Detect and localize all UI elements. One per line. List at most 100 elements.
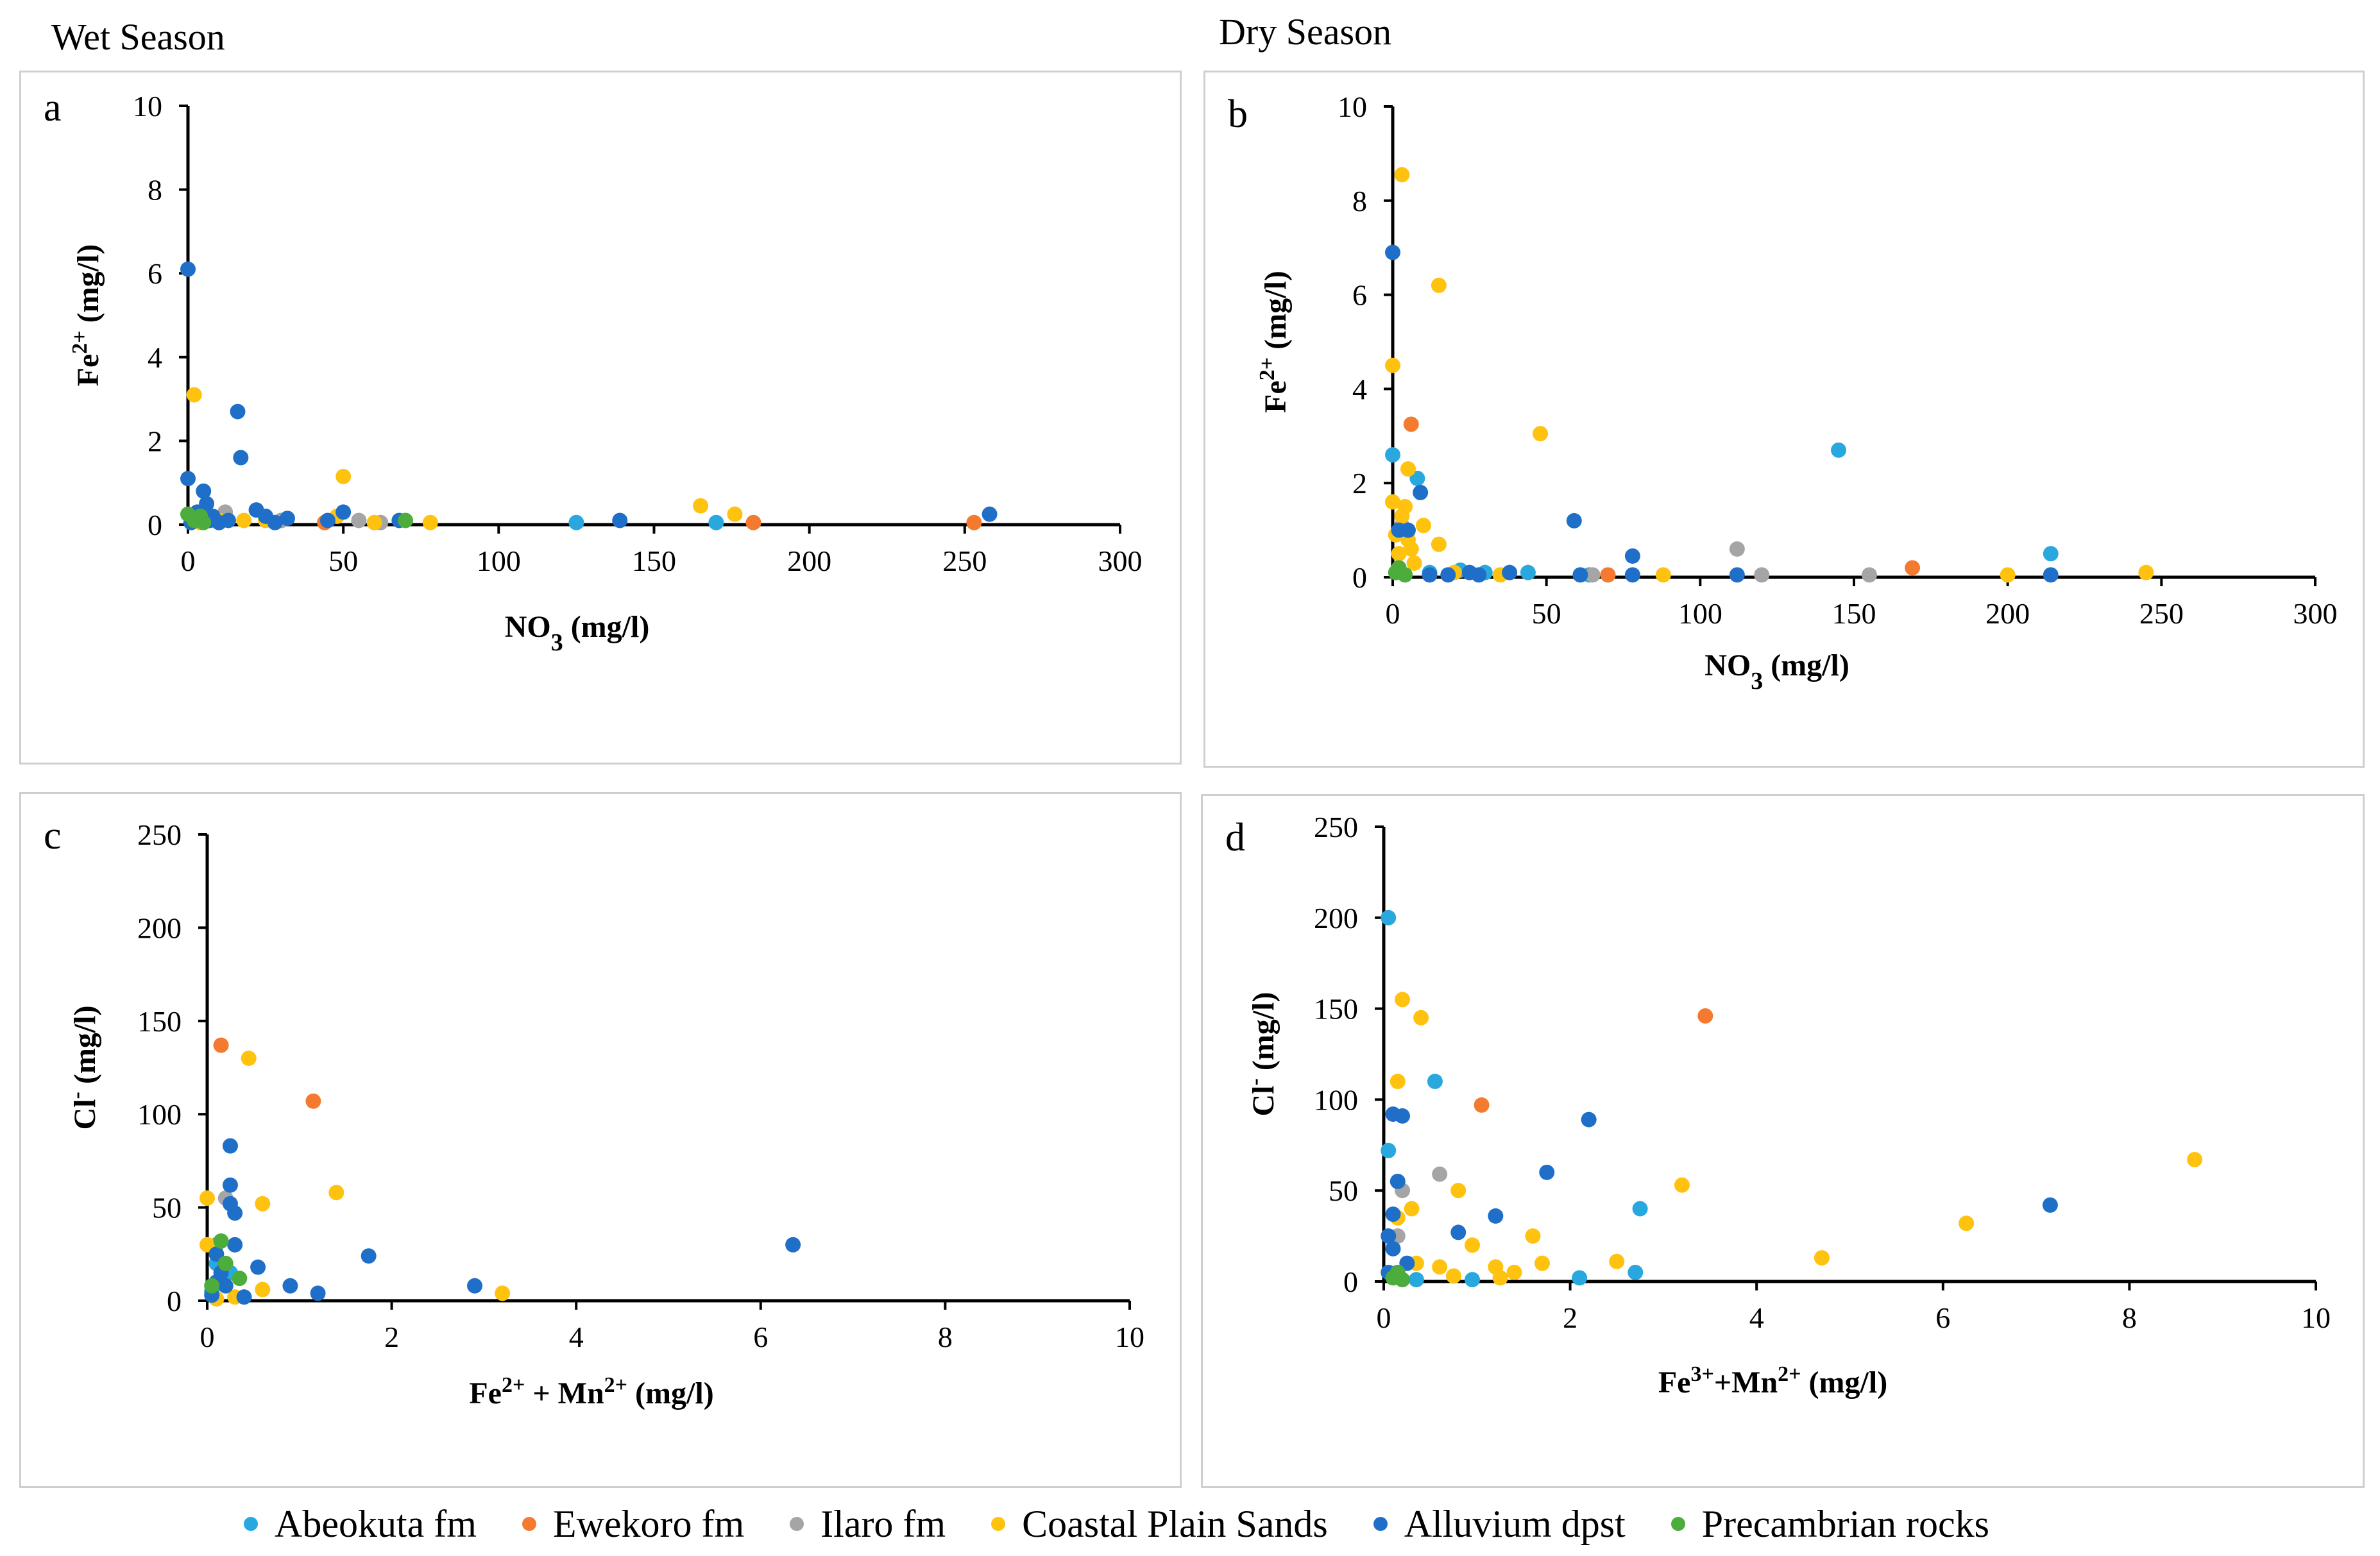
label-part: 3+ <box>1690 1362 1713 1386</box>
series-coastal <box>1390 992 2203 1286</box>
label-part: 2+ <box>502 1373 525 1397</box>
label-part: Fe <box>71 354 105 387</box>
panel-b: b 0 2 4 6 8 10 0 50 100 150 200 250 300 NO3 (mg/l) Fe2+… <box>1203 71 2365 768</box>
data-point-abeokuta <box>1572 1270 1588 1286</box>
data-point-coastal <box>1413 1010 1429 1026</box>
data-point-abeokuta <box>1381 909 1397 926</box>
data-point-coastal <box>1385 494 1400 510</box>
panel-d: d 0 50 100 150 200 250 0 2 4 6 8 10 Fe3++Mn2+ (mg/l) C… <box>1201 794 2365 1488</box>
data-point-precambrian <box>192 508 208 524</box>
data-point-precambrian <box>232 1271 248 1287</box>
data-point-abeokuta <box>568 514 584 530</box>
y-tick-label: 0 <box>1352 561 1367 594</box>
data-point-alluvium <box>180 261 196 277</box>
x-tick-label: 150 <box>1832 597 1876 630</box>
data-point-abeokuta <box>1465 1272 1481 1288</box>
data-point-alluvium <box>310 1285 326 1301</box>
data-point-alluvium <box>1488 1208 1504 1224</box>
label-part: Fe <box>1259 380 1293 413</box>
data-point-abeokuta <box>1628 1264 1644 1280</box>
data-point-alluvium <box>1471 567 1487 583</box>
data-point-ilaro <box>1754 567 1770 583</box>
data-point-alluvium <box>222 1177 238 1193</box>
series-coastal <box>1385 167 2154 583</box>
data-point-precambrian <box>1397 567 1413 583</box>
label-part: (mg/l) <box>1246 992 1280 1079</box>
data-point-ilaro <box>1585 567 1601 583</box>
y-tick-label: 0 <box>167 1285 182 1317</box>
x-tick-label: 8 <box>938 1321 953 1353</box>
data-point-coastal <box>1432 1259 1448 1275</box>
x-tick-label: 10 <box>1115 1321 1144 1353</box>
series-alluvium <box>1385 244 2059 583</box>
label-part: +Mn <box>1714 1366 1778 1400</box>
data-point-ewekoro <box>1600 567 1616 583</box>
y-axis-title: Cl- (mg/l) <box>1243 992 1281 1117</box>
data-point-ilaro <box>351 512 367 529</box>
data-point-alluvium <box>279 511 295 527</box>
x-tick-label: 0 <box>200 1321 215 1353</box>
label-part: - <box>1243 1078 1267 1085</box>
data-point-alluvium <box>230 403 246 419</box>
x-tick-label: 50 <box>1532 597 1561 630</box>
data-point-coastal <box>495 1285 511 1301</box>
data-point-coastal <box>1385 357 1400 373</box>
label-part: 3 <box>1751 668 1763 695</box>
data-point-alluvium <box>785 1237 801 1253</box>
series-alluvium <box>1381 1106 2058 1280</box>
y-tick-label: 250 <box>1314 811 1358 843</box>
x-tick-label: 200 <box>787 545 831 577</box>
legend-item-coastal: Coastal Plain Sands <box>991 1502 1328 1546</box>
y-tick-label: 4 <box>148 341 162 374</box>
x-tick-label: 4 <box>569 1321 584 1353</box>
data-point-abeokuta <box>1381 1142 1397 1158</box>
data-point-abeokuta <box>1409 470 1425 486</box>
data-point-abeokuta <box>1831 442 1847 458</box>
series-alluvium <box>180 261 998 530</box>
series-coastal <box>186 387 743 530</box>
data-point-alluvium <box>180 471 196 487</box>
x-tick-label: 300 <box>2293 597 2338 630</box>
x-tick-label: 0 <box>1386 597 1400 630</box>
data-point-alluvium <box>1385 244 1400 260</box>
data-point-alluvium <box>1440 567 1456 583</box>
data-point-abeokuta <box>1520 564 1536 580</box>
data-point-abeokuta <box>1632 1201 1648 1217</box>
data-point-coastal <box>727 506 743 522</box>
data-point-coastal <box>1431 277 1447 293</box>
data-point-alluvium <box>1395 1108 1411 1124</box>
data-point-ilaro <box>1432 1166 1448 1182</box>
series-alluvium <box>204 1138 801 1305</box>
data-point-alluvium <box>1729 567 1745 583</box>
data-point-coastal <box>1391 546 1407 562</box>
data-point-alluvium <box>1390 1174 1406 1190</box>
data-point-precambrian <box>398 512 414 529</box>
data-point-coastal <box>1431 536 1447 552</box>
data-point-coastal <box>1959 1215 1975 1231</box>
y-tick-label: 150 <box>1314 993 1358 1026</box>
data-point-alluvium <box>222 1138 238 1154</box>
x-tick-label: 100 <box>1678 597 1722 630</box>
label-part: (mg/l) <box>1259 271 1293 357</box>
y-tick-label: 6 <box>148 257 162 290</box>
data-point-alluvium <box>227 1205 243 1221</box>
data-point-alluvium <box>282 1278 298 1294</box>
series-ewekoro <box>317 514 982 530</box>
data-point-alluvium <box>233 450 249 466</box>
data-point-alluvium <box>467 1278 483 1294</box>
data-point-alluvium <box>1450 1224 1466 1240</box>
data-point-coastal <box>2000 567 2016 583</box>
y-tick-label: 10 <box>133 90 162 123</box>
legend-marker-coastal <box>991 1517 1006 1532</box>
legend-marker-abeokuta <box>244 1517 258 1532</box>
data-point-abeokuta <box>1385 447 1400 463</box>
data-point-alluvium <box>236 1289 252 1305</box>
legend-label-coastal: Coastal Plain Sands <box>1022 1503 1328 1545</box>
panel-label: b <box>1228 92 1248 136</box>
data-point-ewekoro <box>1905 560 1921 576</box>
data-point-coastal <box>1404 1201 1420 1217</box>
x-axis-title: Fe3++Mn2+ (mg/l) <box>1658 1362 1887 1400</box>
y-tick-label: 0 <box>148 509 162 541</box>
label-part: NO <box>1704 648 1751 682</box>
series-abeokuta <box>1381 909 1648 1288</box>
